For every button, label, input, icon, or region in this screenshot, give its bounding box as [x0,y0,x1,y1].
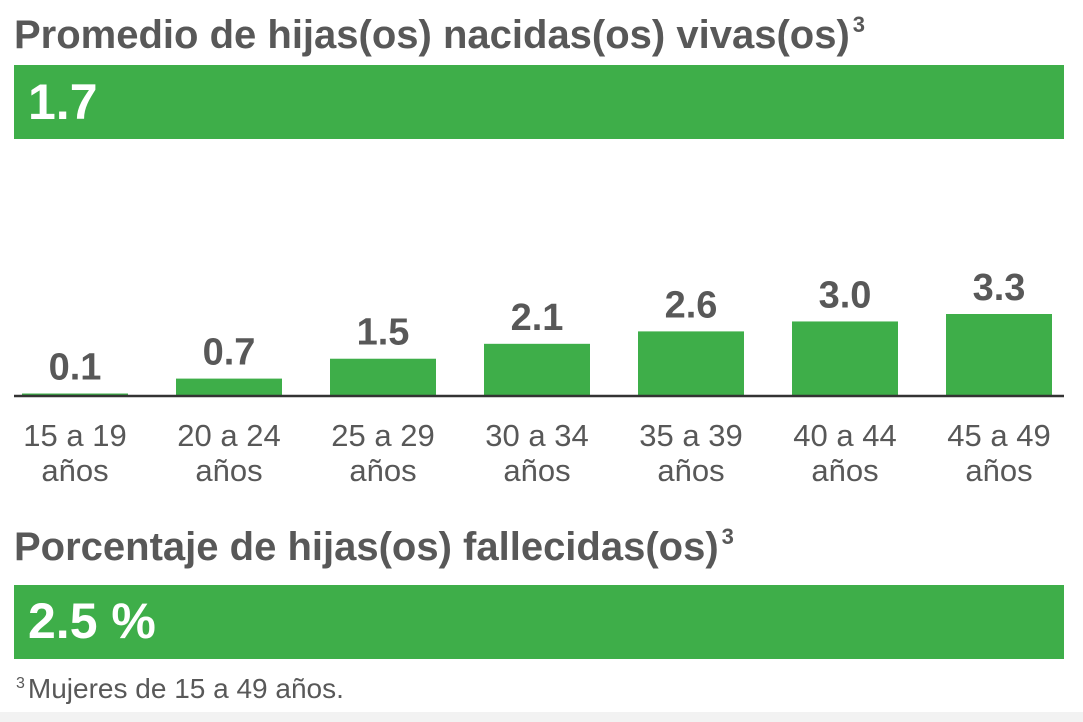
category-label-2-line-2: años [195,453,262,488]
value-label-4: 2.1 [511,297,564,339]
deceased-children-title: Porcentaje de hijas(os) fallecidas(os) 3 [14,524,734,569]
average-children-title: Promedio de hijas(os) nacidas(os) vivas(… [14,12,866,57]
category-label-1-line-1: 15 a 19 [23,418,126,453]
category-label-2-line-1: 20 a 24 [177,418,280,453]
value-label-6: 3.0 [819,274,872,316]
category-label-3-line-2: años [349,453,416,488]
bar-6 [792,321,898,396]
bar-3 [330,358,436,396]
deceased-children-banner: 2.5 % [14,585,1064,659]
value-label-7: 3.3 [973,267,1026,309]
value-label-2: 0.7 [203,332,256,374]
bar-7 [946,314,1052,396]
category-label-7-line-1: 45 a 49 [947,418,1050,453]
category-label-5-line-1: 35 a 39 [639,418,742,453]
category-label-3-line-1: 25 a 29 [331,418,434,453]
category-label-6-line-1: 40 a 44 [793,418,896,453]
deceased-children-percent: 2.5 % [28,593,156,649]
value-label-1: 0.1 [49,347,102,389]
value-label-5: 2.6 [665,284,718,326]
footnote-text: Mujeres de 15 a 49 años. [27,673,344,704]
deceased-children-title-text: Porcentaje de hijas(os) fallecidas(os) [14,525,719,569]
bar-4 [484,343,590,396]
category-label-4-line-1: 30 a 34 [485,418,588,453]
category-label-4-line-2: años [503,453,570,488]
category-label-7-line-2: años [965,453,1032,488]
average-children-title-text: Promedio de hijas(os) nacidas(os) vivas(… [14,13,850,57]
category-label-5-line-2: años [657,453,724,488]
average-children-banner: 1.7 [14,65,1064,139]
category-label-6-line-2: años [811,453,878,488]
average-children-value: 1.7 [28,74,98,130]
footnote-marker: 3 [16,675,25,692]
footnote: 3 Mujeres de 15 a 49 años. [16,673,344,705]
footnote-ref-2: 3 [721,524,734,549]
category-label-1-line-2: años [41,453,108,488]
bottom-strip [0,712,1083,722]
value-label-3: 1.5 [357,312,410,354]
bar-2 [176,378,282,396]
bar-5 [638,331,744,396]
footnote-ref-1: 3 [852,12,866,37]
